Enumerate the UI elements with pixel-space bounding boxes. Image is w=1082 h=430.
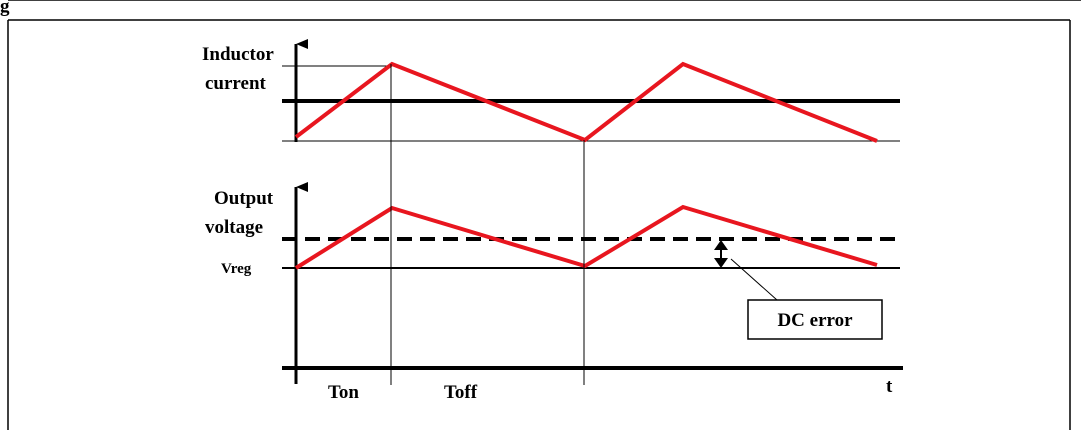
dc-error-label: DC error bbox=[777, 310, 853, 331]
output-voltage-label-line2: voltage bbox=[205, 217, 263, 238]
dc-error-leader-line bbox=[730, 258, 778, 301]
output-voltage-panel: Output voltage Vreg bbox=[205, 182, 903, 384]
t-axis-label: t bbox=[886, 376, 893, 397]
inductor-current-label-line1: Inductor bbox=[202, 44, 274, 65]
dc-error-arrowhead-up bbox=[714, 240, 728, 250]
inductor-current-panel: Inductor current bbox=[202, 39, 900, 143]
figure-frame bbox=[7, 0, 1081, 430]
dc-error-arrowhead-down bbox=[714, 258, 728, 268]
dc-error-callout: DC error bbox=[714, 240, 883, 340]
time-markers: Ton Toff t bbox=[328, 64, 893, 403]
heading-fragment: g bbox=[0, 0, 10, 17]
inductor-current-label-line2: current bbox=[205, 73, 267, 94]
output-voltage-label-line1: Output bbox=[214, 188, 274, 209]
inductor-current-waveform bbox=[294, 61, 878, 143]
output-voltage-waveform bbox=[294, 204, 878, 270]
toff-label: Toff bbox=[444, 382, 478, 403]
ton-label: Ton bbox=[328, 382, 359, 403]
vreg-label: Vreg bbox=[221, 261, 252, 277]
dc-error-box bbox=[747, 299, 883, 340]
